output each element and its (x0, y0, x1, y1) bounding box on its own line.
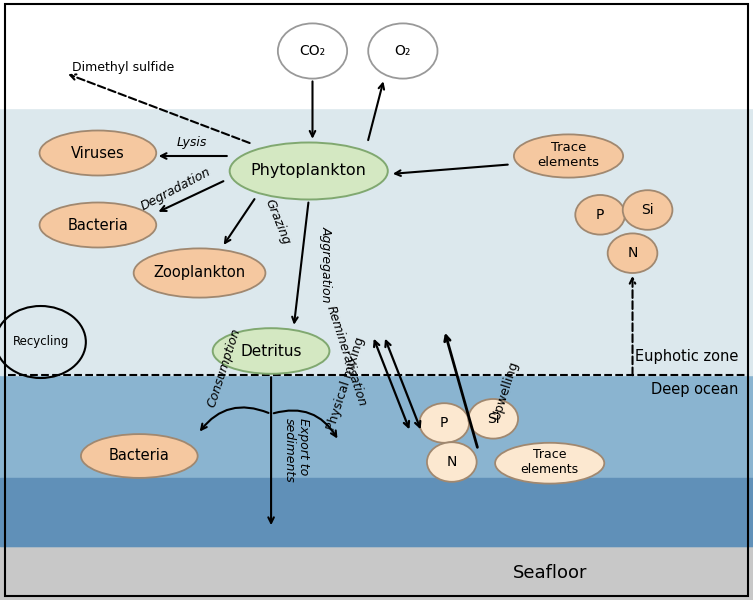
Text: Trace
elements: Trace elements (538, 141, 599, 169)
Text: Detritus: Detritus (240, 343, 302, 358)
Circle shape (575, 195, 625, 235)
Text: Grazing: Grazing (262, 197, 292, 247)
Text: Viruses: Viruses (71, 145, 125, 160)
Circle shape (368, 23, 437, 79)
Text: Euphotic zone: Euphotic zone (635, 349, 738, 364)
Ellipse shape (230, 142, 388, 199)
Ellipse shape (81, 434, 197, 478)
Text: O₂: O₂ (395, 44, 411, 58)
Text: Consumption: Consumption (206, 327, 243, 409)
Text: Si: Si (487, 412, 499, 426)
Text: P: P (596, 208, 605, 222)
Text: Zooplankton: Zooplankton (154, 265, 245, 280)
Text: Bacteria: Bacteria (68, 217, 128, 232)
Circle shape (468, 399, 518, 439)
Bar (0, 108, 753, 375)
Ellipse shape (39, 130, 157, 175)
Ellipse shape (134, 248, 265, 298)
Circle shape (278, 23, 347, 79)
Text: N: N (627, 246, 638, 260)
Circle shape (623, 190, 672, 230)
Bar (0, 0, 753, 108)
Text: Phytoplankton: Phytoplankton (251, 163, 367, 179)
Ellipse shape (212, 328, 329, 374)
Text: Si: Si (642, 203, 654, 217)
Text: P: P (440, 416, 449, 430)
Text: Aggregation: Aggregation (320, 226, 333, 302)
Text: Remineralisation: Remineralisation (324, 304, 369, 408)
Bar (0, 546, 753, 600)
Circle shape (427, 442, 477, 482)
Text: Upwelling: Upwelling (489, 359, 521, 421)
Text: Trace
elements: Trace elements (520, 448, 579, 476)
Bar (0, 478, 753, 546)
Text: Bacteria: Bacteria (109, 449, 169, 463)
Ellipse shape (39, 202, 157, 247)
Text: Degradation: Degradation (139, 165, 213, 213)
Text: Export to
sediments: Export to sediments (282, 418, 310, 482)
Text: Deep ocean: Deep ocean (651, 382, 738, 397)
Text: Dimethyl sulfide: Dimethyl sulfide (72, 61, 174, 74)
Circle shape (608, 233, 657, 273)
Text: N: N (447, 455, 457, 469)
Text: CO₂: CO₂ (300, 44, 325, 58)
Ellipse shape (495, 443, 604, 484)
Text: Recycling: Recycling (13, 335, 69, 349)
Bar (0, 375, 753, 546)
Text: Physical mixing: Physical mixing (325, 335, 367, 433)
Text: Seafloor: Seafloor (513, 564, 587, 582)
Ellipse shape (514, 134, 623, 178)
Circle shape (419, 403, 469, 443)
Text: Lysis: Lysis (177, 136, 207, 149)
